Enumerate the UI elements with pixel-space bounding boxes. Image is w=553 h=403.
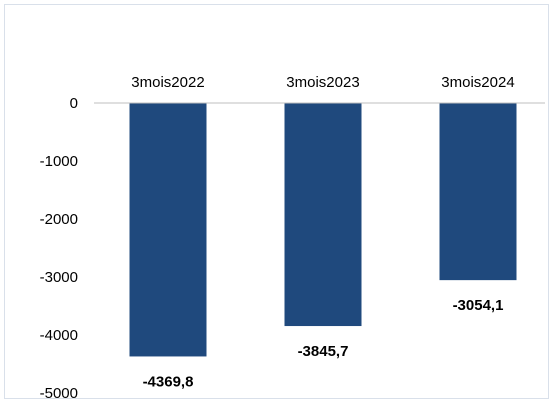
y-axis-tick-labels: 0 -1000 -2000 -3000 -4000 -5000	[40, 95, 78, 402]
data-label: -3054,1	[453, 297, 504, 314]
bar	[129, 103, 207, 357]
category-label: 3mois2022	[131, 74, 204, 91]
y-tick-label: 0	[70, 95, 78, 112]
y-tick-label: -5000	[40, 385, 78, 402]
y-tick-label: -1000	[40, 153, 78, 170]
category-label: 3mois2023	[286, 74, 359, 91]
bars	[129, 103, 517, 357]
category-labels: 3mois2022 3mois2023 3mois2024	[131, 74, 514, 91]
y-tick-label: -3000	[40, 269, 78, 286]
bar	[439, 103, 517, 281]
y-tick-label: -4000	[40, 327, 78, 344]
bar	[284, 103, 362, 327]
y-tick-label: -2000	[40, 211, 78, 228]
category-label: 3mois2024	[441, 74, 514, 91]
data-label: -4369,8	[143, 373, 194, 390]
data-label: -3845,7	[298, 343, 349, 360]
data-labels: -4369,8 -3845,7 -3054,1	[143, 297, 504, 390]
